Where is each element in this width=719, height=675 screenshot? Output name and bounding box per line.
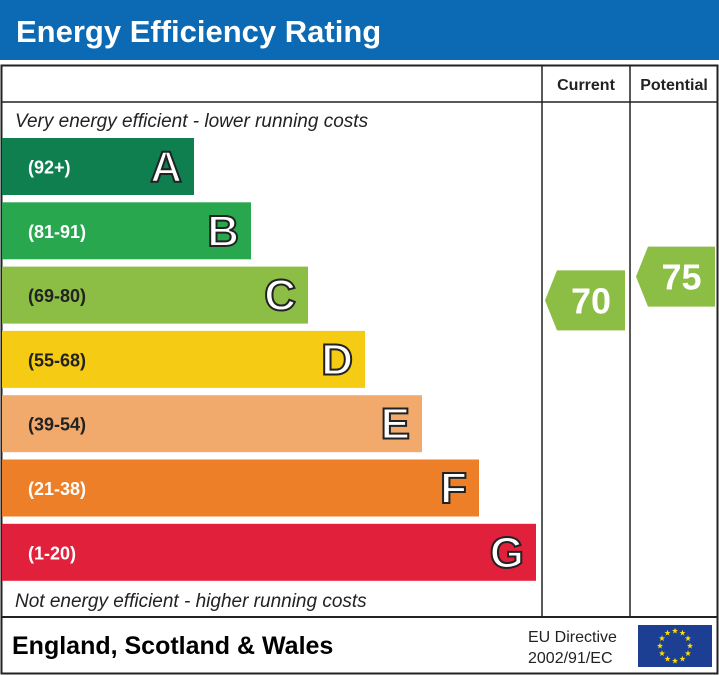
eu-directive-line1: EU Directive bbox=[528, 629, 617, 646]
star-icon bbox=[687, 642, 693, 649]
band-range: (81-91) bbox=[28, 222, 86, 242]
star-icon bbox=[679, 629, 686, 636]
table-frame bbox=[0, 64, 719, 675]
band-range: (39-54) bbox=[28, 415, 86, 435]
current-rating-value: 70 bbox=[571, 280, 611, 321]
top-note: Very energy efficient - lower running co… bbox=[15, 111, 369, 132]
potential-column-header: Potential bbox=[640, 77, 708, 94]
potential-rating-marker: 75 bbox=[636, 246, 715, 307]
band-bar bbox=[2, 523, 536, 581]
star-icon bbox=[684, 650, 691, 657]
band-letter: G bbox=[490, 528, 524, 577]
band-range: (1-20) bbox=[28, 543, 76, 563]
band-bar bbox=[2, 202, 251, 260]
band-range: (55-68) bbox=[28, 350, 86, 370]
band-bar bbox=[2, 266, 308, 324]
potential-rating-value: 75 bbox=[661, 257, 701, 298]
band-e: (39-54) E bbox=[2, 395, 422, 453]
eu-directive-line2: 2002/91/EC bbox=[528, 650, 613, 667]
star-icon bbox=[657, 642, 663, 649]
star-icon bbox=[672, 627, 678, 634]
band-bar bbox=[2, 395, 422, 453]
bottom-note: Not energy efficient - higher running co… bbox=[15, 591, 367, 612]
band-c: (69-80) C bbox=[2, 266, 308, 324]
band-bar bbox=[2, 138, 194, 195]
band-letter: C bbox=[264, 271, 296, 320]
star-icon bbox=[664, 629, 671, 636]
star-icon bbox=[659, 635, 666, 642]
current-arrow bbox=[545, 270, 625, 331]
rating-bands: (92+) A (81-91) B (69-80) C (55-68) D (39-54) E (2… bbox=[2, 138, 536, 581]
chart-title: Energy Efficiency Rating bbox=[16, 14, 381, 49]
star-icon bbox=[684, 635, 691, 642]
band-a: (92+) A bbox=[2, 138, 194, 195]
band-letter: D bbox=[321, 335, 353, 384]
eu-flag-icon bbox=[638, 625, 712, 667]
band-f: (21-38) F bbox=[2, 459, 479, 517]
title-bar bbox=[0, 0, 719, 60]
band-letter: A bbox=[150, 143, 182, 192]
band-letter: B bbox=[207, 207, 239, 256]
band-d: (55-68) D bbox=[2, 330, 365, 388]
potential-arrow bbox=[636, 246, 715, 307]
band-bar bbox=[2, 330, 365, 388]
band-letter: E bbox=[381, 400, 410, 449]
current-rating-marker: 70 bbox=[545, 270, 625, 331]
band-bar bbox=[2, 459, 479, 517]
rating-markers: 70 75 bbox=[545, 246, 715, 331]
band-letter: F bbox=[440, 464, 467, 513]
current-column-header: Current bbox=[557, 77, 615, 94]
band-g: (1-20) G bbox=[2, 523, 536, 581]
star-icon bbox=[679, 655, 686, 662]
band-range: (69-80) bbox=[28, 286, 86, 306]
star-icon bbox=[659, 650, 666, 657]
band-range: (21-38) bbox=[28, 479, 86, 499]
star-icon bbox=[672, 657, 678, 664]
band-range: (92+) bbox=[28, 158, 71, 178]
footer-region: England, Scotland & Wales bbox=[12, 632, 333, 660]
band-b: (81-91) B bbox=[2, 202, 251, 260]
star-icon bbox=[664, 655, 671, 662]
